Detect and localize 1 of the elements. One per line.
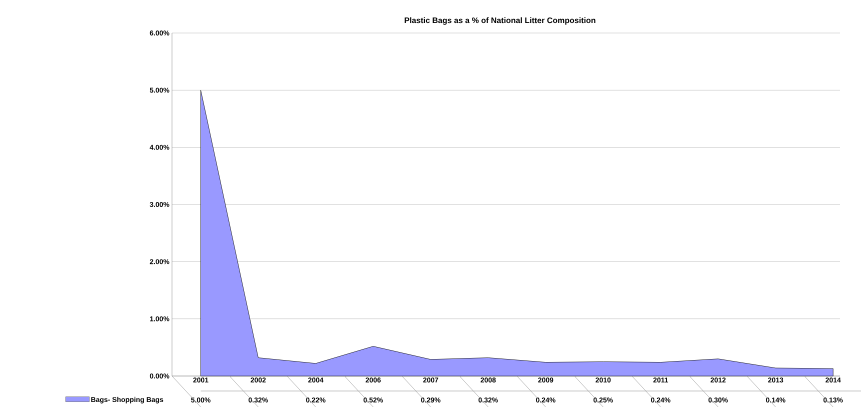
chart-title: Plastic Bags as a % of National Litter Composition — [404, 17, 596, 25]
